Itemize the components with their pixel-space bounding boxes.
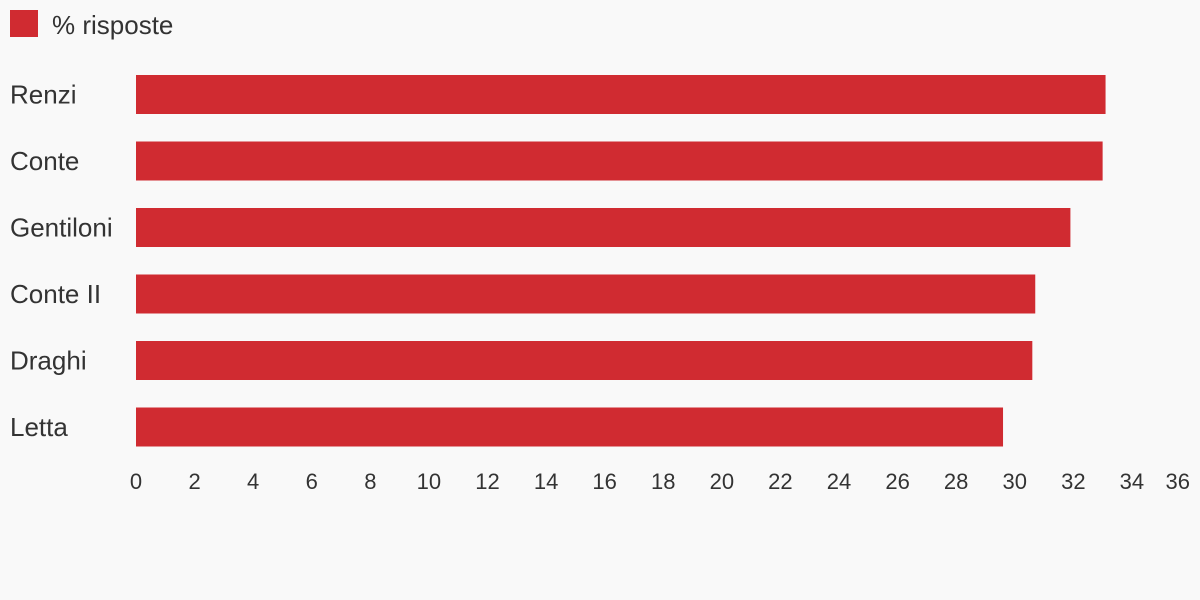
x-tick-label: 10	[417, 469, 441, 494]
bar	[136, 75, 1106, 114]
bar	[136, 407, 1004, 447]
bar	[136, 208, 1071, 247]
x-tick-label: 16	[592, 469, 616, 494]
x-tick-label: 4	[247, 469, 259, 494]
x-tick-label: 24	[827, 469, 851, 494]
x-tick-label: 8	[364, 469, 376, 494]
x-tick-label: 18	[651, 469, 675, 494]
bar	[136, 341, 1033, 380]
x-tick-label: 14	[534, 469, 558, 494]
x-tick-label: 34	[1120, 469, 1144, 494]
bar	[136, 141, 1103, 181]
x-tick-label: 2	[188, 469, 200, 494]
y-tick-label: Letta	[10, 412, 68, 442]
x-tick-label: 6	[306, 469, 318, 494]
x-tick-label: 30	[1003, 469, 1027, 494]
x-tick-label: 0	[130, 469, 142, 494]
x-tick-label: 26	[885, 469, 909, 494]
x-tick-label: 32	[1061, 469, 1085, 494]
legend-swatch	[10, 10, 38, 37]
y-tick-label: Renzi	[10, 79, 76, 109]
bar	[136, 274, 1036, 314]
x-tick-label: 12	[475, 469, 499, 494]
x-tick-label: 36	[1166, 469, 1190, 494]
legend-label: % risposte	[52, 10, 173, 40]
y-tick-label: Draghi	[10, 345, 87, 375]
y-tick-label: Conte II	[10, 279, 101, 309]
x-tick-label: 28	[944, 469, 968, 494]
y-tick-label: Conte	[10, 146, 79, 176]
x-tick-label: 22	[768, 469, 792, 494]
x-tick-label: 20	[710, 469, 734, 494]
y-tick-label: Gentiloni	[10, 212, 113, 242]
